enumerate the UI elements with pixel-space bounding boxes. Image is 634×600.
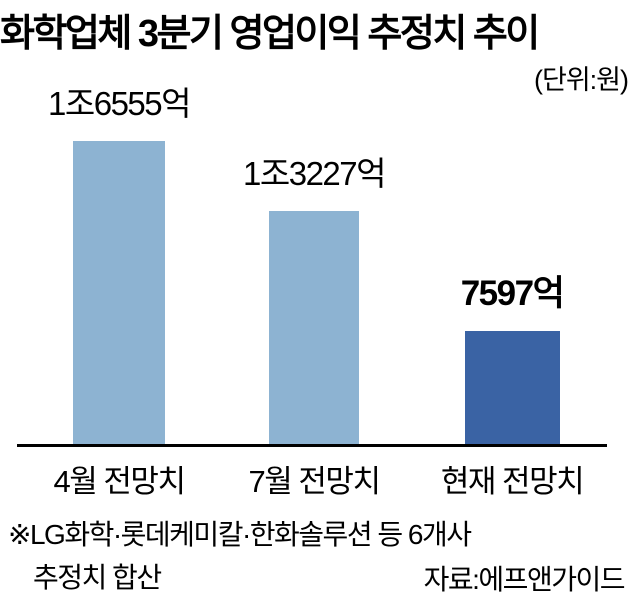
category-label-2: 7월 전망치 bbox=[248, 464, 381, 499]
unit-label: (단위:원) bbox=[533, 65, 629, 95]
x-axis-line bbox=[17, 444, 607, 447]
source-label: 자료:에프앤가이드 bbox=[423, 564, 626, 595]
category-label-1: 4월 전망치 bbox=[53, 464, 186, 499]
bar-1 bbox=[73, 141, 165, 444]
bar-2 bbox=[269, 211, 359, 444]
footnote-line-1: ※LG화학·롯데케미칼·한화솔루션 등 6개사 bbox=[8, 519, 472, 550]
bar-value-label-1: 1조6555억 bbox=[48, 85, 192, 122]
footnote-line-2: 추정치 합산 bbox=[33, 562, 162, 593]
bar-3 bbox=[464, 331, 560, 444]
bar-value-label-3: 7597억 bbox=[460, 274, 565, 313]
bar-value-label-2: 1조3227억 bbox=[243, 155, 387, 192]
category-label-3: 현재 전망치 bbox=[440, 464, 585, 499]
chart-title: 화학업체 3분기 영업이익 추정치 추이 bbox=[0, 13, 540, 55]
